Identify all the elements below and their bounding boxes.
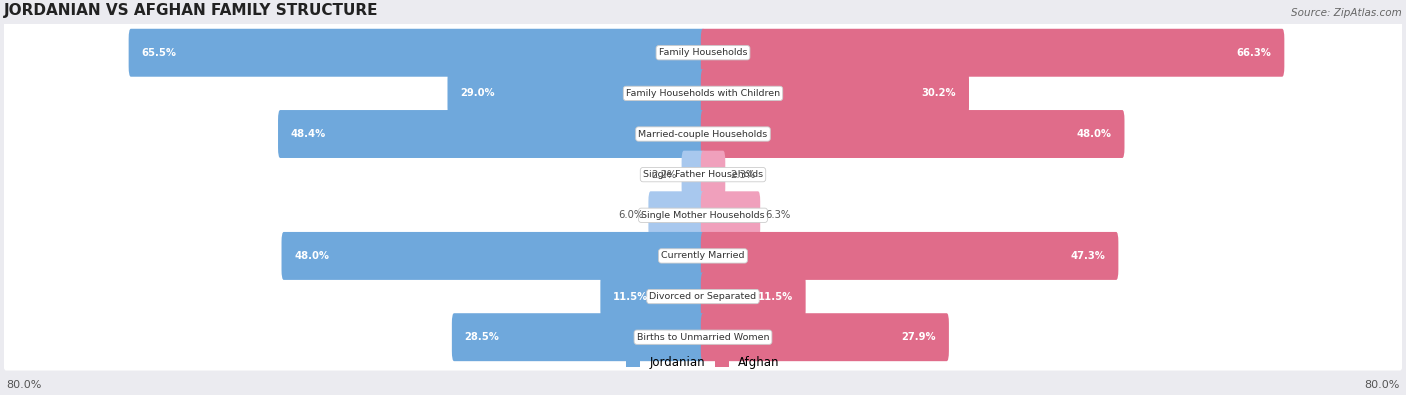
FancyBboxPatch shape [278,110,706,158]
Text: 11.5%: 11.5% [613,292,648,301]
Text: 2.3%: 2.3% [730,169,755,180]
FancyBboxPatch shape [3,304,1403,371]
FancyBboxPatch shape [700,273,806,320]
Text: 6.3%: 6.3% [765,210,790,220]
Text: 28.5%: 28.5% [464,332,499,342]
Text: 11.5%: 11.5% [758,292,793,301]
Text: 47.3%: 47.3% [1071,251,1105,261]
FancyBboxPatch shape [700,191,761,239]
FancyBboxPatch shape [3,182,1403,248]
FancyBboxPatch shape [700,150,725,199]
Text: Source: ZipAtlas.com: Source: ZipAtlas.com [1291,8,1402,18]
FancyBboxPatch shape [447,70,706,117]
FancyBboxPatch shape [700,70,969,117]
FancyBboxPatch shape [451,313,706,361]
Text: Family Households with Children: Family Households with Children [626,89,780,98]
Text: Divorced or Separated: Divorced or Separated [650,292,756,301]
FancyBboxPatch shape [3,19,1403,86]
Text: 80.0%: 80.0% [6,380,41,390]
FancyBboxPatch shape [281,232,706,280]
Text: 30.2%: 30.2% [922,88,956,98]
Text: Family Households: Family Households [659,48,747,57]
Text: 2.2%: 2.2% [651,169,676,180]
FancyBboxPatch shape [3,60,1403,127]
Text: 80.0%: 80.0% [1365,380,1400,390]
FancyBboxPatch shape [128,29,706,77]
Text: Single Father Households: Single Father Households [643,170,763,179]
Text: 48.0%: 48.0% [1077,129,1112,139]
FancyBboxPatch shape [600,273,706,320]
Text: 48.4%: 48.4% [291,129,326,139]
Text: 6.0%: 6.0% [619,210,644,220]
FancyBboxPatch shape [3,141,1403,208]
FancyBboxPatch shape [700,313,949,361]
FancyBboxPatch shape [700,232,1118,280]
FancyBboxPatch shape [3,263,1403,330]
Text: Currently Married: Currently Married [661,252,745,260]
Text: 27.9%: 27.9% [901,332,936,342]
FancyBboxPatch shape [648,191,706,239]
FancyBboxPatch shape [3,223,1403,289]
FancyBboxPatch shape [682,150,706,199]
FancyBboxPatch shape [700,110,1125,158]
FancyBboxPatch shape [700,29,1284,77]
Legend: Jordanian, Afghan: Jordanian, Afghan [621,352,785,374]
Text: 48.0%: 48.0% [294,251,329,261]
Text: Births to Unmarried Women: Births to Unmarried Women [637,333,769,342]
Text: Married-couple Households: Married-couple Households [638,130,768,139]
FancyBboxPatch shape [3,101,1403,167]
Text: 66.3%: 66.3% [1237,48,1271,58]
Text: Single Mother Households: Single Mother Households [641,211,765,220]
Text: 65.5%: 65.5% [142,48,176,58]
Text: 29.0%: 29.0% [460,88,495,98]
Text: JORDANIAN VS AFGHAN FAMILY STRUCTURE: JORDANIAN VS AFGHAN FAMILY STRUCTURE [4,3,378,18]
